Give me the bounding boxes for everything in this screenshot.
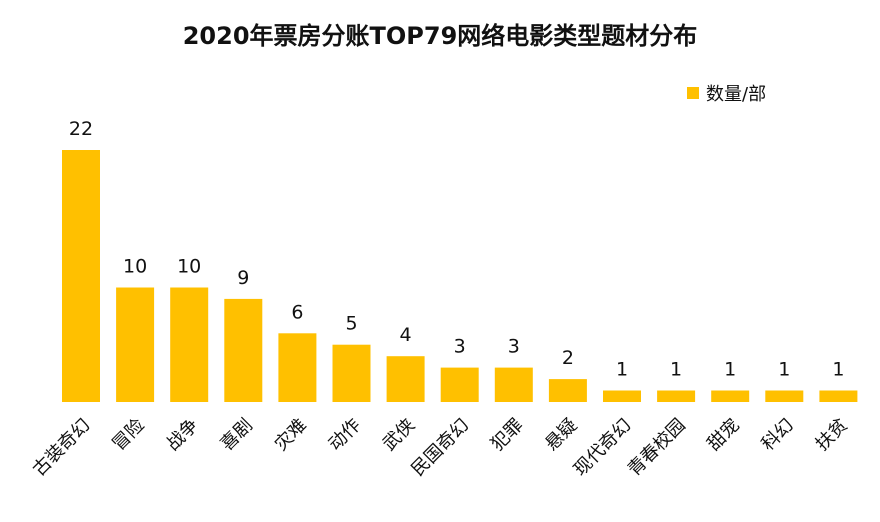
bar-10 — [603, 390, 641, 402]
data-label-14: 1 — [832, 359, 844, 381]
x-tick-label-12: 甜宠 — [703, 415, 743, 455]
data-label-11: 1 — [670, 359, 682, 381]
data-label-5: 5 — [345, 313, 357, 335]
legend-swatch — [687, 87, 699, 99]
data-labels-group: 22 10 10 9 6 5 4 3 3 2 1 1 1 1 1 — [69, 118, 845, 381]
bar-2 — [170, 287, 209, 402]
x-tick-label-5: 动作 — [325, 415, 365, 455]
data-label-13: 1 — [778, 359, 790, 381]
data-label-0: 22 — [69, 118, 93, 140]
x-tick-label-8: 犯罪 — [487, 415, 527, 455]
bar-7 — [440, 367, 479, 402]
bar-8 — [494, 367, 533, 402]
bar-4 — [278, 333, 317, 402]
legend-label: 数量/部 — [706, 84, 766, 105]
legend: 数量/部 — [687, 84, 766, 105]
bar-14 — [819, 390, 858, 402]
x-tick-label-6: 武侠 — [379, 415, 419, 455]
data-label-8: 3 — [508, 336, 520, 358]
x-tick-label-1: 冒险 — [108, 415, 148, 455]
x-tick-label-4: 灾难 — [271, 415, 311, 455]
data-label-9: 2 — [562, 347, 574, 369]
x-tick-label-2: 战争 — [162, 415, 202, 455]
x-tick-label-14: 扶贫 — [812, 415, 852, 455]
chart-title: 2020年票房分账TOP79网络电影类型题材分布 — [183, 22, 698, 50]
x-tick-label-7: 民国奇幻 — [407, 415, 473, 481]
bar-12 — [711, 390, 750, 402]
bar-0 — [62, 150, 100, 402]
bar-9 — [548, 379, 587, 402]
bars-group — [62, 150, 858, 402]
x-tick-label-11: 青春校园 — [624, 415, 690, 481]
data-label-3: 9 — [237, 267, 249, 289]
x-tick-label-10: 现代奇幻 — [570, 415, 636, 481]
data-label-2: 10 — [177, 256, 201, 278]
bar-5 — [332, 344, 371, 402]
data-label-4: 6 — [291, 301, 303, 323]
data-label-12: 1 — [724, 359, 736, 381]
x-tick-label-3: 喜剧 — [217, 415, 257, 455]
bar-11 — [657, 390, 696, 402]
bar-6 — [386, 356, 425, 402]
x-tick-label-9: 悬疑 — [541, 415, 581, 455]
data-label-10: 1 — [616, 359, 628, 381]
x-tick-label-13: 科幻 — [758, 415, 798, 455]
data-label-1: 10 — [123, 256, 147, 278]
bar-13 — [765, 390, 804, 402]
data-label-7: 3 — [454, 336, 466, 358]
bar-3 — [224, 298, 263, 402]
bar-1 — [116, 287, 155, 402]
x-tick-label-0: 古装奇幻 — [29, 415, 95, 481]
data-label-6: 4 — [400, 324, 412, 346]
